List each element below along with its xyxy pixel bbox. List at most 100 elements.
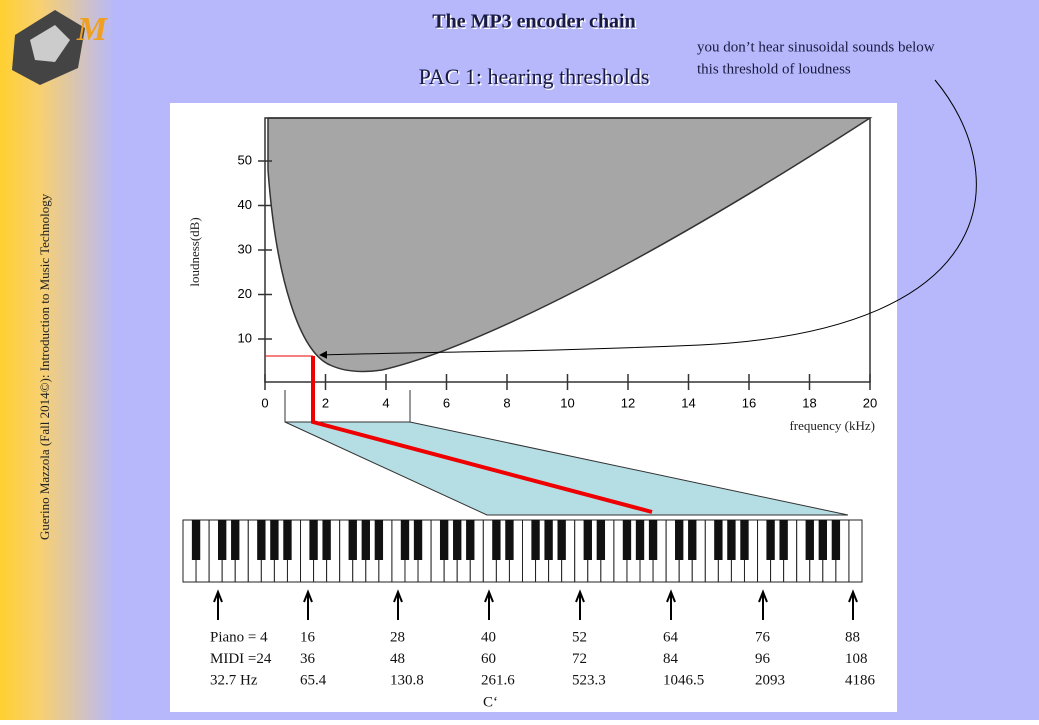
black-key [675,520,684,560]
piano-label: 84 [663,651,679,667]
piano-label: 130.8 [390,672,424,688]
black-key [635,520,645,560]
black-key [231,520,240,560]
black-key [648,520,658,560]
y-tick-label: 40 [238,197,252,212]
x-tick-label: 20 [863,395,877,410]
black-key [466,520,475,560]
key-arrow [484,589,494,620]
piano-label: 52 [572,629,587,645]
black-key [322,520,331,560]
y-label: loudness(dB) [187,217,202,286]
key-arrow [758,589,768,620]
black-key [544,520,553,560]
x-tick-label: 12 [621,395,635,410]
black-key [818,520,828,560]
piano-label: 523.3 [572,672,606,688]
piano-label: 60 [481,651,496,667]
black-key [531,520,540,560]
black-key [557,520,566,560]
x-tick-label: 16 [742,395,756,410]
black-key [727,520,736,560]
black-key [583,520,592,560]
black-key [257,520,266,560]
annotation: this threshold of loudness [697,61,851,77]
black-key [505,520,514,560]
piano-label: 76 [755,629,771,645]
black-key [779,520,788,560]
threshold-area [267,117,873,373]
annotation: you don’t hear sinusoidal sounds below [697,39,935,55]
black-key [348,520,357,560]
x-tick-label: 4 [382,395,389,410]
key-arrow [666,589,676,620]
piano-label: 40 [481,629,496,645]
x-label: frequency (kHz) [789,418,875,433]
black-key [492,520,501,560]
y-tick-label: 10 [238,330,252,345]
black-key [453,520,462,560]
piano-label: 48 [390,651,405,667]
x-tick-label: 0 [261,395,268,410]
piano-label: 16 [300,629,316,645]
subtitle: PAC 1: hearing thresholds [419,64,650,89]
x-tick-label: 18 [802,395,816,410]
black-key [217,520,227,560]
black-key [714,520,723,560]
x-tick-label: 14 [681,395,695,410]
key-arrow [393,589,403,620]
piano-label: MIDI =24 [210,651,272,667]
piano-label: 2093 [755,672,785,688]
piano-label: 72 [572,651,587,667]
piano-label: 36 [300,651,316,667]
svg-text:M: M [76,11,109,48]
black-key [374,520,384,560]
piano-label: 108 [845,651,868,667]
y-tick-label: 20 [238,286,252,301]
white-key [848,519,863,583]
black-key [283,520,292,560]
piano-label: 4186 [845,672,876,688]
black-key [413,520,423,560]
black-key [740,520,749,560]
y-tick-label: 30 [238,241,252,256]
bracket [284,390,411,423]
black-key [439,520,449,560]
x-tick-label: 8 [503,395,510,410]
piano-label: 32.7 Hz [210,672,258,688]
black-key [596,520,606,560]
subtitle-shadow: PAC 1: hearing thresholds [420,66,651,91]
x-tick-label: 6 [443,395,450,410]
black-key [622,520,632,560]
black-key [191,520,201,560]
black-key [766,520,775,560]
piano-label: 88 [845,629,860,645]
sidebar-text: Guerino Mazzola (Fall 2014©): Introducti… [37,193,52,540]
piano-label: 64 [663,629,679,645]
x-tick-label: 10 [560,395,574,410]
logo: M [12,10,109,85]
black-key [270,520,279,560]
sidebar [0,0,115,720]
black-key [400,520,410,560]
x-tick-label: 2 [322,395,329,410]
red-marker [311,356,653,514]
black-key [309,520,318,560]
key-arrow [213,589,223,620]
piano-label: 65.4 [300,672,327,688]
black-key [688,520,697,560]
piano-label: 1046.5 [663,672,704,688]
keyboard [182,519,863,583]
title-shadow: The MP3 encoder chain [434,12,638,34]
key-arrow [303,589,313,620]
key-arrow [575,589,585,620]
y-tick-label: 50 [238,152,252,167]
c-label: C‘ [483,694,498,710]
key-arrow [848,589,858,620]
annotation-arrow [319,79,977,359]
piano-label: 261.6 [481,672,515,688]
piano-label: 96 [755,651,771,667]
piano-label: 28 [390,629,405,645]
title: The MP3 encoder chain [432,11,636,33]
